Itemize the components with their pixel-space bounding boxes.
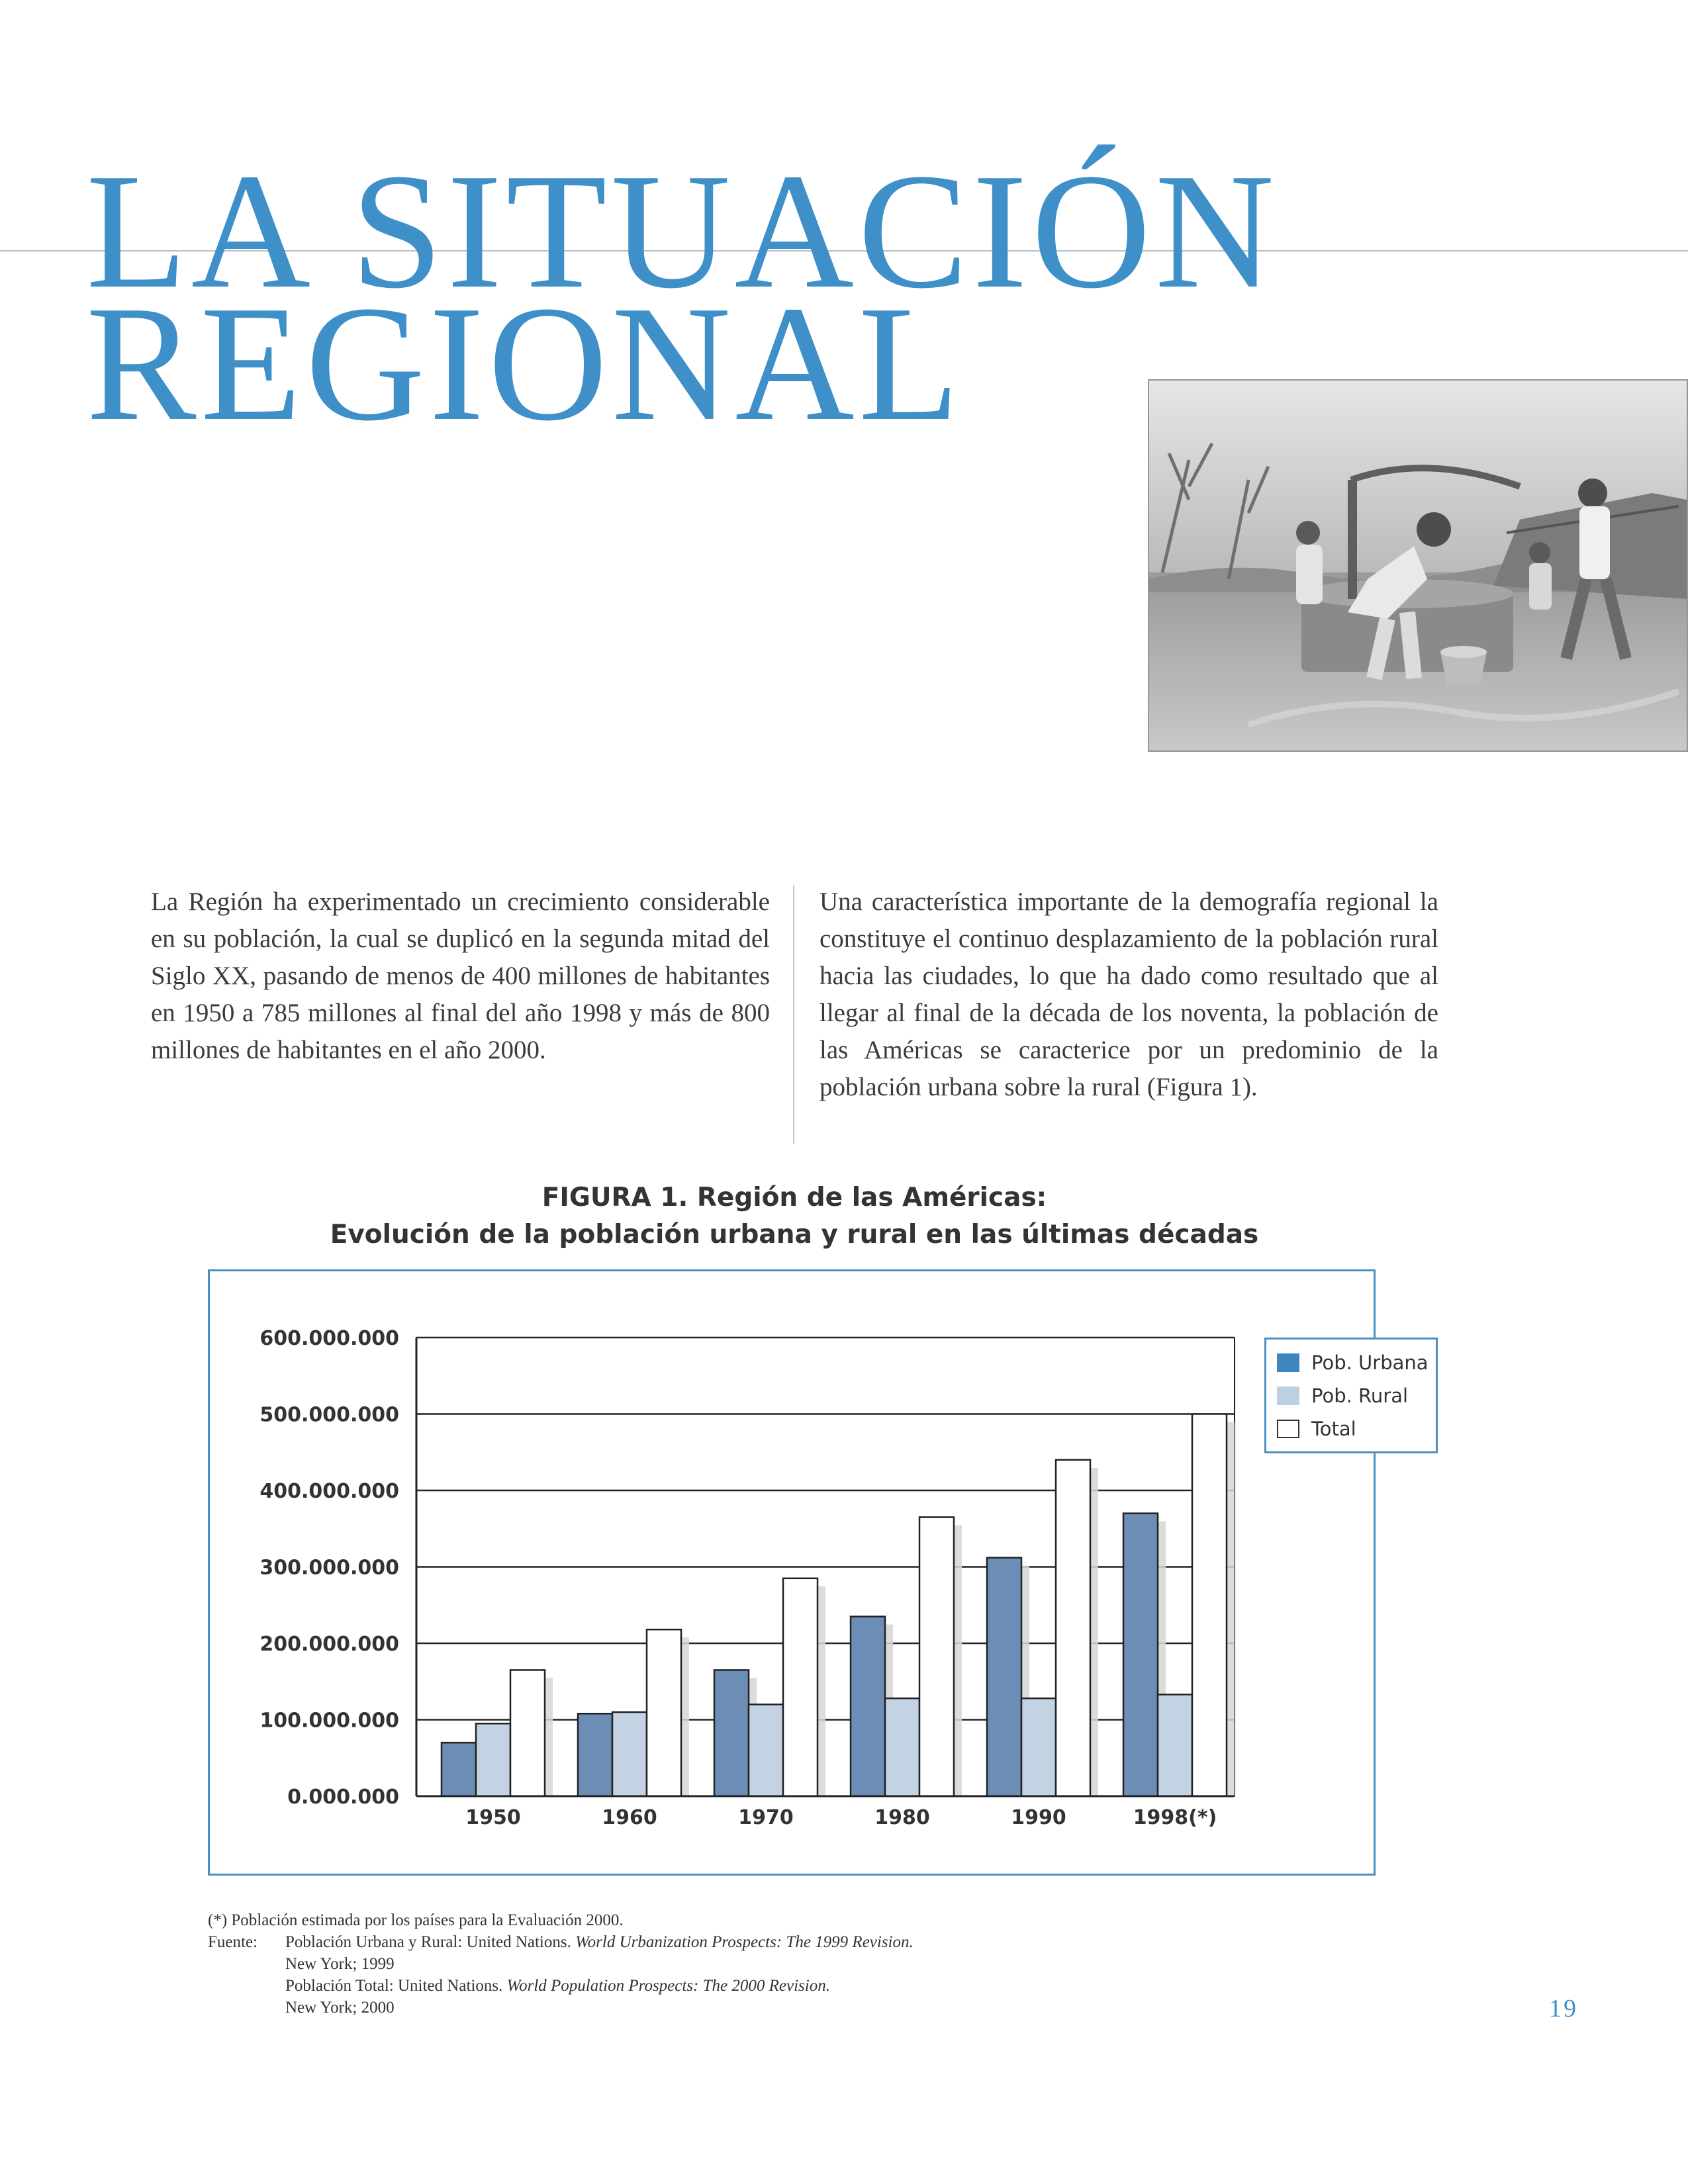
y-tick-label: 0.000.000 — [287, 1786, 399, 1809]
y-tick-label: 200.000.000 — [259, 1633, 399, 1656]
source2-title: World Population Prospects: The 2000 Rev… — [506, 1977, 830, 1995]
source-label: Fuente: — [208, 1933, 258, 1951]
page-title-line2: REGIONAL — [86, 272, 964, 455]
bar-total — [1191, 1413, 1228, 1797]
legend-label-total: Total — [1311, 1418, 1356, 1440]
page-number: 19 — [1549, 1995, 1578, 2023]
bar-urban — [713, 1669, 750, 1797]
y-tick-label: 100.000.000 — [259, 1709, 399, 1733]
intro-paragraph-left: La Región ha experimentado un crecimient… — [151, 887, 770, 1064]
chart-frame: 0.000.000 100.000.000 200.000.000 300.000.0… — [208, 1269, 1376, 1876]
y-tick-label: 500.000.000 — [259, 1404, 399, 1427]
source-row-1: Fuente: Población Urbana y Rural: United… — [208, 1931, 914, 1953]
y-tick-label: 600.000.000 — [259, 1327, 399, 1350]
y-tick-label: 300.000.000 — [259, 1557, 399, 1580]
figure-caption: FIGURA 1. Región de las Américas: Evoluc… — [0, 1179, 1589, 1253]
figure-caption-line1: FIGURA 1. Región de las Américas: — [541, 1183, 1047, 1212]
source-row-2: New York; 1999 — [208, 1953, 914, 1975]
legend-swatch-urban — [1277, 1353, 1299, 1372]
bar-rural — [475, 1723, 512, 1797]
x-tick-label: 1970 — [738, 1806, 794, 1829]
bar-rural — [611, 1711, 648, 1797]
source1-place: New York; 1999 — [285, 1955, 395, 1973]
chart-legend: Pob. Urbana Pob. Rural Total — [1264, 1338, 1438, 1453]
bar-rural — [1156, 1694, 1194, 1797]
header-rule — [0, 250, 1688, 251]
legend-label-urban: Pob. Urbana — [1311, 1351, 1429, 1374]
asterisk-note: (*) Población estimada por los países pa… — [208, 1911, 624, 1929]
legend-label-rural: Pob. Rural — [1311, 1385, 1409, 1407]
column-divider — [793, 886, 794, 1144]
bar-rural — [747, 1704, 784, 1797]
legend-item-total: Total — [1266, 1412, 1436, 1445]
bar-rural — [1020, 1697, 1057, 1797]
photo-illustration — [1149, 381, 1687, 751]
bar-rural — [884, 1697, 921, 1797]
bar-urban — [440, 1741, 477, 1797]
legend-swatch-rural — [1277, 1387, 1299, 1405]
x-tick-label: 1960 — [602, 1806, 657, 1829]
bar-total — [509, 1669, 546, 1797]
x-tick-label: 1980 — [874, 1806, 930, 1829]
page-title-line1: LA SITUACIÓN — [86, 140, 1279, 323]
intro-paragraph-right: Una característica importante de la demo… — [820, 887, 1438, 1101]
source1-text: Población Urbana y Rural: United Nations… — [285, 1933, 576, 1951]
source1-title: World Urbanization Prospects: The 1999 R… — [575, 1933, 914, 1951]
bar-total — [645, 1628, 682, 1797]
legend-item-urban: Pob. Urbana — [1266, 1346, 1436, 1379]
figure-caption-line2: Evolución de la población urbana y rural… — [330, 1220, 1259, 1250]
legend-swatch-total — [1277, 1420, 1299, 1438]
source2-place: New York; 2000 — [285, 1999, 395, 2017]
y-tick-label: 400.000.000 — [259, 1480, 399, 1503]
population-bar-chart: 0.000.000 100.000.000 200.000.000 300.000.0… — [259, 1327, 1235, 1829]
figure-notes: (*) Población estimada por los países pa… — [208, 1909, 914, 2019]
bar-urban — [577, 1713, 614, 1797]
x-tick-label: 1990 — [1011, 1806, 1066, 1829]
page-title: LA SITUACIÓN REGIONAL — [86, 140, 1542, 455]
bar-total — [918, 1516, 955, 1797]
bar-urban — [986, 1557, 1023, 1797]
source-row-4: New York; 2000 — [208, 1997, 914, 2019]
bar-urban — [1122, 1512, 1159, 1797]
x-tick-label: 1950 — [465, 1806, 521, 1829]
source2-text: Población Total: United Nations. — [285, 1977, 507, 1995]
bar-total — [1055, 1459, 1092, 1797]
village-well-photo — [1148, 379, 1688, 752]
bar-urban — [849, 1615, 886, 1797]
legend-item-rural: Pob. Rural — [1266, 1379, 1436, 1412]
source-row-3: Población Total: United Nations. World P… — [208, 1975, 914, 1997]
bar-total — [782, 1577, 819, 1797]
x-tick-label: 1998(*) — [1133, 1806, 1217, 1829]
